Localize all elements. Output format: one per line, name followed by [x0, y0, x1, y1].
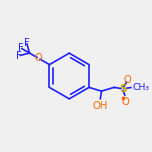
Text: O: O	[121, 97, 129, 107]
Text: F: F	[18, 43, 23, 53]
Text: O: O	[124, 75, 131, 85]
Text: CH₃: CH₃	[132, 83, 149, 92]
Text: S: S	[119, 84, 127, 94]
Text: F: F	[24, 38, 30, 48]
Text: O: O	[35, 53, 43, 63]
Text: F: F	[17, 51, 22, 61]
Text: OH: OH	[93, 101, 108, 111]
